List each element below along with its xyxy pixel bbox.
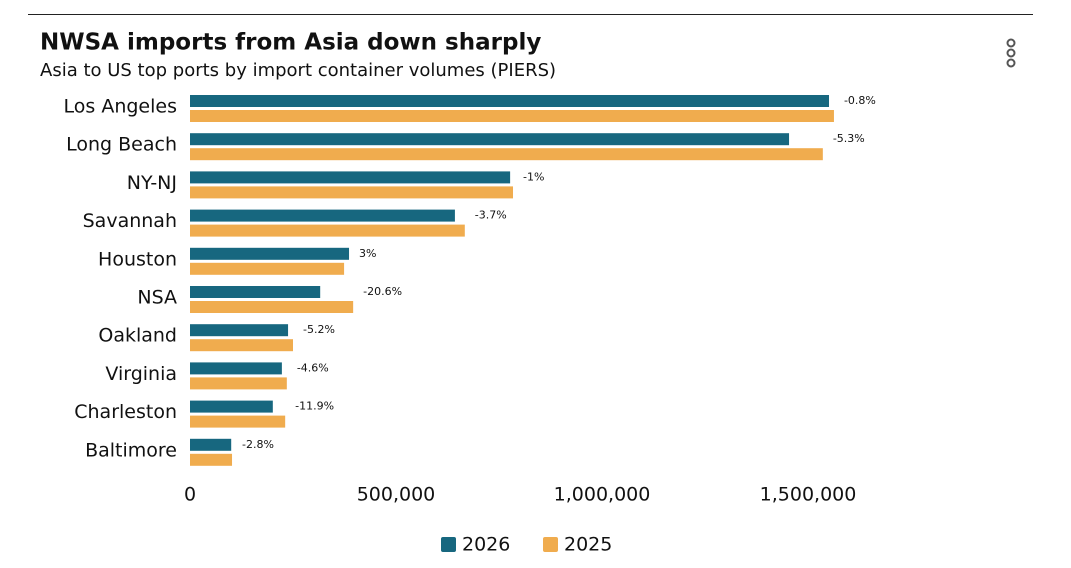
bar — [190, 377, 287, 390]
change-label: -0.8% — [844, 94, 876, 107]
change-label: -11.9% — [295, 400, 334, 413]
chart-title: NWSA imports from Asia down sharply — [40, 30, 541, 56]
chart-subtitle: Asia to US top ports by import container… — [40, 60, 556, 81]
bar — [190, 247, 350, 260]
category-label: Baltimore — [85, 439, 177, 461]
bar — [190, 453, 233, 466]
x-tick-label: 1,500,000 — [760, 484, 857, 506]
legend-label: 2026 — [462, 534, 510, 556]
change-label: 3% — [359, 247, 376, 260]
bar — [190, 415, 286, 428]
bar — [190, 133, 790, 146]
bar — [190, 186, 514, 199]
legend-label: 2025 — [564, 534, 612, 556]
bar — [190, 286, 321, 298]
bar — [190, 171, 511, 184]
bar — [190, 224, 465, 237]
category-label: Savannah — [83, 210, 177, 232]
category-label: Houston — [98, 248, 177, 270]
category-label: Oakland — [98, 325, 177, 347]
legend-swatch — [543, 537, 558, 552]
category-label: Charleston — [74, 401, 177, 423]
bar — [190, 362, 282, 375]
menu-button[interactable] — [1006, 38, 1016, 68]
change-label: -5.2% — [303, 323, 335, 336]
change-label: -3.7% — [475, 209, 507, 222]
category-label: Virginia — [105, 363, 177, 385]
change-label: -1% — [523, 170, 544, 183]
change-label: -4.6% — [297, 361, 329, 374]
change-label: -20.6% — [363, 285, 402, 298]
change-label: -5.3% — [833, 132, 865, 145]
change-label: -2.8% — [242, 438, 274, 451]
bar — [190, 438, 232, 451]
bar — [190, 262, 345, 275]
category-label: NSA — [137, 287, 177, 309]
bar — [190, 148, 823, 161]
x-tick-label: 500,000 — [357, 484, 436, 506]
category-label: NY-NJ — [127, 172, 177, 194]
x-tick-label: 0 — [184, 484, 196, 506]
category-label: Los Angeles — [64, 96, 177, 118]
bar — [190, 324, 289, 337]
bar — [190, 339, 293, 352]
bar — [190, 400, 273, 413]
x-tick-label: 1,000,000 — [554, 484, 651, 506]
bar — [190, 95, 830, 107]
legend-swatch — [441, 537, 456, 552]
bar — [190, 301, 354, 313]
category-label: Long Beach — [66, 134, 177, 156]
bar — [190, 110, 834, 122]
bar — [190, 209, 455, 222]
